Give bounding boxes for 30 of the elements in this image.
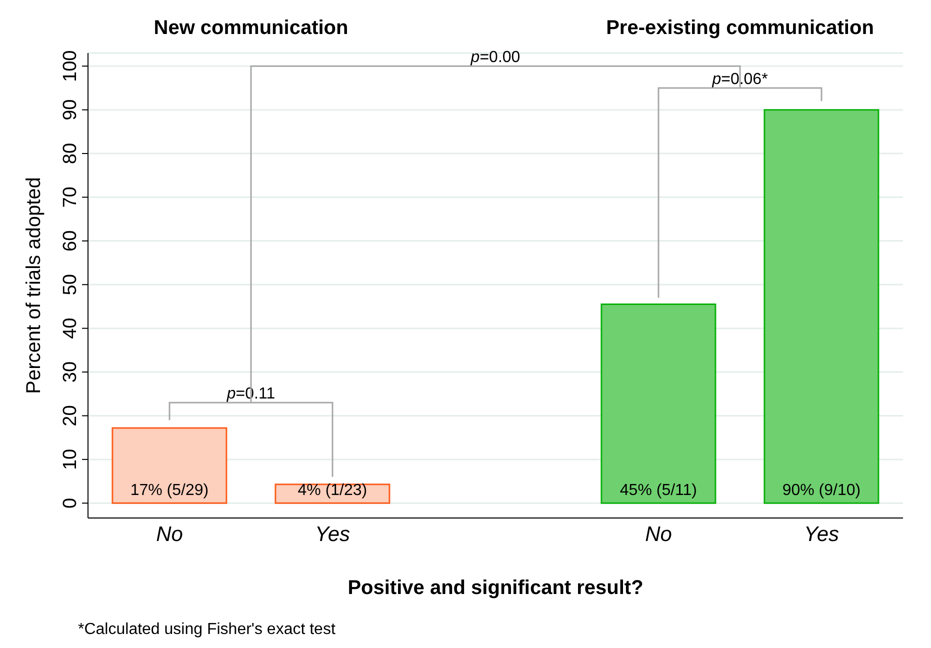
text: New communication (154, 17, 348, 39)
x-tick-label: No (645, 522, 672, 546)
y-tick-label: 0 (60, 498, 81, 508)
y-tick-label: 70 (60, 186, 81, 208)
data-label: 4% (1/23) (298, 482, 368, 500)
data-label: 17% (5/29) (130, 482, 209, 500)
text: Pre-existing communication (606, 17, 874, 39)
y-tick-label: 80 (60, 142, 81, 164)
annotation: p=0.06* (711, 70, 768, 88)
y-tick-label: 20 (60, 405, 81, 426)
x-tick-label: No (156, 522, 184, 546)
x-tick-label: Yes (804, 522, 840, 546)
text: *Calculated using Fisher's exact test (78, 621, 336, 638)
x-tick-label: Yes (314, 522, 351, 546)
bar (764, 109, 880, 504)
bar (600, 304, 716, 504)
y-tick-label: 30 (60, 361, 81, 383)
y-axis-title: Percent of trials adopted (23, 177, 46, 394)
annotation: p=0.11 (226, 386, 276, 403)
data-label: 45% (5/11) (620, 482, 697, 500)
y-tick-label: 100 (60, 50, 81, 82)
y-tick-label: 50 (60, 274, 81, 296)
data-label: 90% (9/10) (782, 482, 861, 500)
x-axis-title: Positive and significant result? (348, 577, 644, 599)
annotation: p=0.00 (470, 49, 520, 66)
y-tick-label: 10 (60, 448, 81, 470)
y-tick-label: 90 (60, 99, 81, 120)
y-tick-label: 40 (60, 318, 81, 339)
bar (112, 427, 228, 504)
y-tick-label: 60 (60, 230, 81, 252)
